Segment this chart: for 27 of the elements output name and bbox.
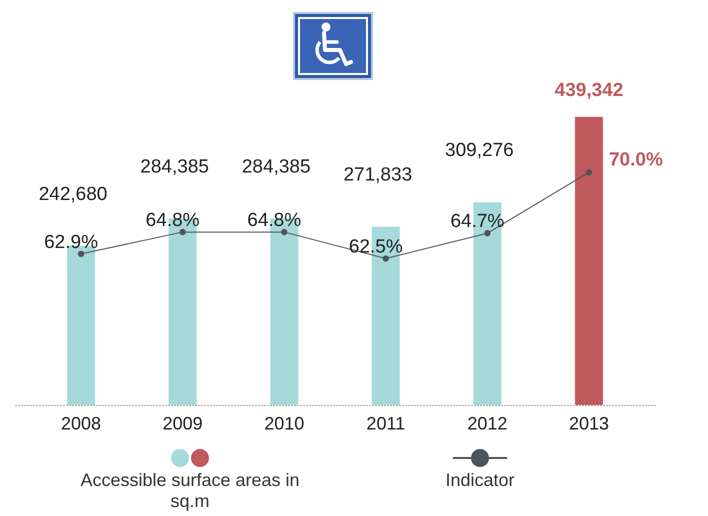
point [382,255,389,262]
data-label: 309,276 [445,140,514,162]
x-tick-label: 2011 [366,414,406,434]
data-label: 284,385 [242,156,311,178]
data-label: 70.0% [608,149,663,170]
point [179,228,186,236]
data-label: 242,680 [38,184,108,205]
data-label: 439,342 [554,80,624,101]
point [78,250,84,258]
point [586,169,592,176]
x-tick-label: 2012 [467,414,508,434]
data-label: 62.5% [348,236,403,258]
data-label: 64.8% [247,210,302,232]
x-tick-label: 2008 [61,414,102,434]
data-label: 62.9% [44,232,98,253]
bar [574,116,603,405]
data-label: 64.8% [146,210,200,232]
x-tick-label: 2009 [162,414,203,434]
legend-label: Indicator [445,470,515,490]
legend-label: Accessible surface areas in sq.m [80,470,300,511]
x-tick-label: 2010 [264,414,304,434]
data-label: 64.7% [450,211,504,232]
point [484,230,491,236]
x-tick-label: 2013 [568,414,609,434]
data-label: 271,833 [343,164,412,186]
data-label: 284,385 [140,156,209,178]
point [281,228,288,236]
